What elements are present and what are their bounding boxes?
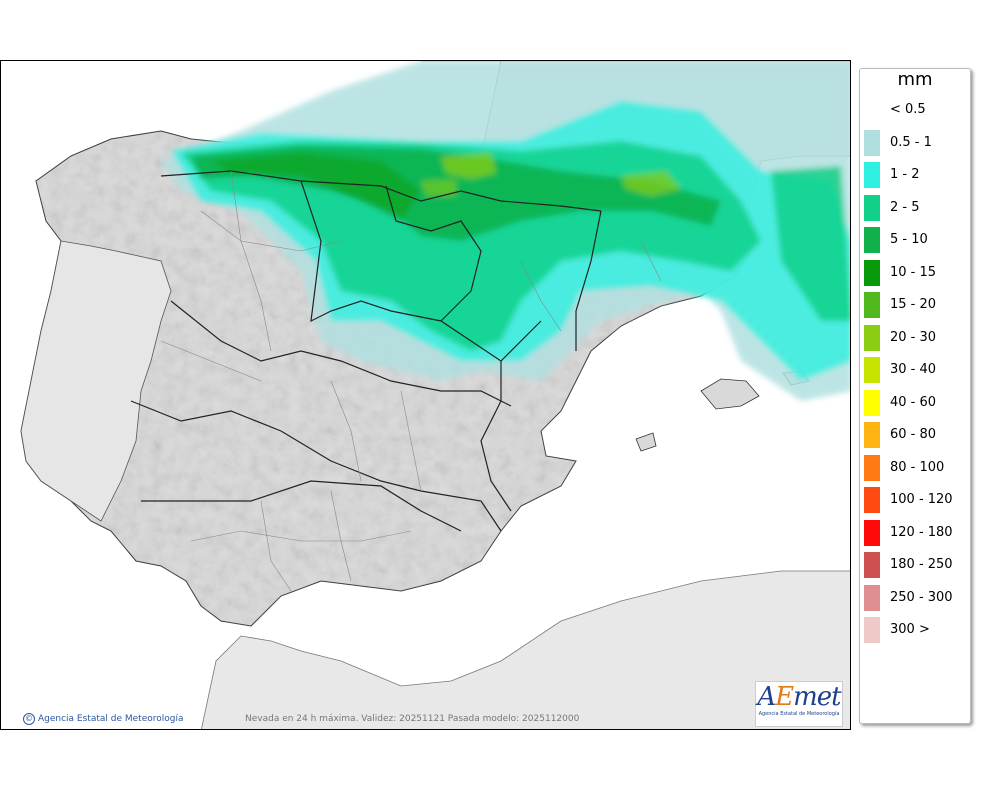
legend-label: 180 - 250: [890, 557, 953, 572]
legend-label: 300 >: [890, 622, 930, 637]
legend-item: 20 - 30: [860, 324, 970, 351]
legend-swatch: [864, 552, 880, 578]
aemet-logo-subtitle: Agencia Estatal de Meteorología: [758, 711, 840, 717]
legend-swatch: [864, 519, 880, 546]
legend-swatch: [864, 227, 880, 253]
legend-label: 120 - 180: [890, 524, 953, 540]
legend-swatch: [864, 487, 880, 513]
legend-swatch: [864, 584, 880, 611]
legend-swatch: [864, 617, 880, 643]
legend-label: 20 - 30: [890, 329, 937, 345]
legend-item: 80 - 100: [860, 454, 970, 481]
legend-item: 60 - 80: [860, 422, 970, 448]
legend-label: < 0.5: [890, 102, 926, 117]
legend-item: 30 - 40: [860, 357, 970, 383]
mallorca: [700, 378, 760, 410]
legend-item: 15 - 20: [860, 292, 970, 318]
legend-swatch: [864, 259, 880, 286]
ibiza: [635, 432, 657, 452]
map-caption: Nevada en 24 h máxima. Validez: 20251121…: [245, 714, 580, 724]
legend-item: 5 - 10: [860, 227, 970, 253]
legend-label: 5 - 10: [890, 232, 928, 247]
legend-item: < 0.5: [860, 97, 970, 123]
snowfall-overlay: [161, 61, 850, 401]
legend-label: 15 - 20: [890, 297, 937, 312]
legend-swatch: [864, 389, 880, 416]
legend-label: 60 - 80: [890, 427, 937, 442]
legend-label: 10 - 15: [890, 264, 937, 280]
snowfall-legend: mm < 0.5 0.5 - 1 1 - 2 2 - 5 5 - 10 10 - 15 15…: [859, 68, 971, 724]
legend-swatch: [864, 162, 880, 188]
legend-label: 100 - 120: [890, 492, 953, 507]
legend-label: 250 - 300: [890, 589, 953, 605]
aemet-logo: AEmet Agencia Estatal de Meteorología: [755, 681, 843, 727]
snowfall-map-svg: [20, 61, 850, 729]
legend-label: 80 - 100: [890, 459, 945, 475]
legend-item: 100 - 120: [860, 487, 970, 513]
credit-text: Agencia Estatal de Meteorología: [38, 714, 184, 724]
legend-item: 250 - 300: [860, 584, 970, 611]
legend-item: 0.5 - 1: [860, 129, 970, 156]
region-borders: [130, 170, 602, 532]
legend-label: 30 - 40: [890, 362, 937, 377]
legend-swatch: [864, 422, 880, 448]
legend-label: 0.5 - 1: [890, 134, 932, 150]
province-borders: [160, 170, 662, 592]
legend-item: 1 - 2: [860, 162, 970, 188]
legend-unit: mm: [897, 69, 933, 90]
africa-land: [201, 570, 850, 729]
legend-swatch: [864, 357, 880, 383]
legend-item: 10 - 15: [860, 259, 970, 286]
legend-label: 40 - 60: [890, 394, 937, 410]
legend-swatch: [864, 324, 880, 351]
legend-item: 2 - 5: [860, 194, 970, 221]
legend-label: 2 - 5: [890, 199, 920, 215]
legend-item: 120 - 180: [860, 519, 970, 546]
legend-item: 180 - 250: [860, 552, 970, 578]
copyright-icon: ©: [23, 713, 35, 725]
aemet-logo-mark: AEmet: [757, 682, 841, 712]
forecast-map: © Agencia Estatal de Meteorología Nevada …: [0, 60, 851, 730]
legend-item: 40 - 60: [860, 389, 970, 416]
legend-swatch: [864, 194, 880, 221]
portugal-land: [20, 240, 172, 522]
legend-label: 1 - 2: [890, 167, 920, 182]
legend-swatch: [864, 454, 880, 481]
legend-swatch: [864, 97, 880, 123]
legend-swatch: [864, 292, 880, 318]
legend-swatch: [864, 129, 880, 156]
aemet-credit: © Agencia Estatal de Meteorología: [23, 713, 184, 725]
legend-item: 300 >: [860, 617, 970, 643]
